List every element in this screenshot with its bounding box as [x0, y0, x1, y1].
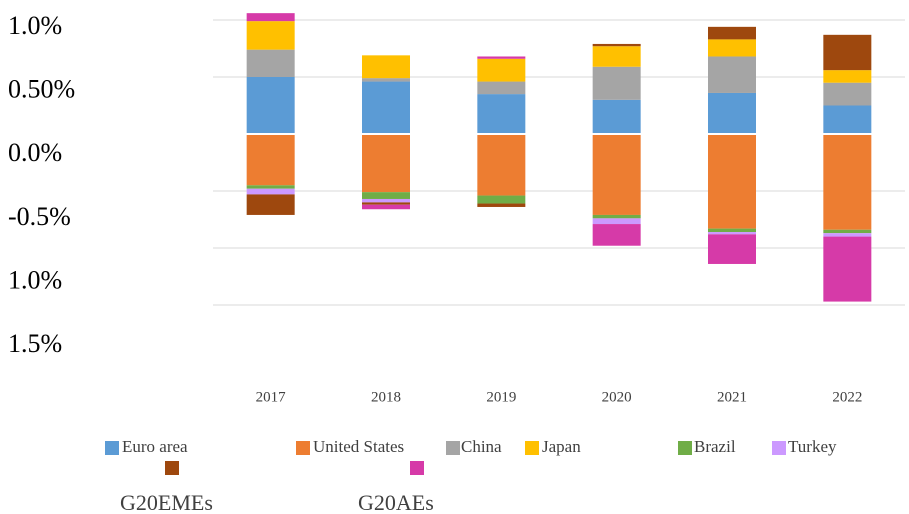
bar-segment: [592, 134, 641, 215]
legend-label: Brazil: [694, 437, 736, 456]
legend-swatch: [772, 441, 786, 455]
x-tick-label: 2017: [256, 389, 287, 405]
bar-segment: [592, 66, 641, 100]
bar-segment: [823, 134, 872, 230]
bar-segment: [362, 204, 410, 210]
legend-label: Turkey: [788, 437, 837, 456]
x-tick-label: 2022: [832, 389, 862, 405]
bar-segment: [246, 194, 295, 215]
bar-segment: [708, 92, 756, 134]
x-tick-label: 2020: [602, 389, 632, 405]
bar-segment: [823, 82, 872, 106]
bar-segment: [362, 55, 410, 79]
x-tick-label: 2018: [371, 389, 401, 405]
bar-segment: [362, 202, 410, 205]
bar-segment: [592, 43, 641, 47]
legend-label: United States: [313, 437, 404, 456]
legend-label: Euro area: [122, 437, 188, 456]
bar-segment: [592, 214, 641, 219]
bar-segment: [823, 105, 872, 134]
bar-segment: [362, 78, 410, 82]
bar-segment: [708, 232, 756, 235]
bar-segment: [592, 224, 641, 246]
bar-segment: [362, 81, 410, 134]
bar-segment: [246, 134, 295, 186]
bar-segment: [246, 185, 295, 189]
bar-segment: [246, 49, 295, 77]
legend-label: G20AEs: [358, 490, 434, 514]
y-tick-label: 1.5%: [8, 329, 62, 358]
y-tick-label: 1.0%: [8, 265, 62, 294]
bar-segment: [477, 195, 526, 204]
bar-segment: [708, 134, 756, 229]
bar-segment: [592, 218, 641, 225]
legend-swatch: [296, 441, 310, 455]
bar-segment: [362, 192, 410, 199]
legend-swatch: [525, 441, 539, 455]
bar-segment: [592, 46, 641, 67]
legend-swatch: [446, 441, 460, 455]
bar-segment: [477, 58, 526, 82]
bar-segment: [477, 81, 526, 95]
bar-segment: [246, 21, 295, 50]
legend-swatch: [410, 461, 424, 475]
bar-segment: [708, 56, 756, 93]
legend-swatch: [105, 441, 119, 455]
bar-segment: [246, 13, 295, 22]
bar-segment: [823, 236, 872, 302]
x-tick-label: 2021: [717, 389, 747, 405]
bar-segment: [823, 233, 872, 237]
bar-segment: [362, 134, 410, 193]
bar-segment: [246, 188, 295, 195]
bar-segment: [823, 70, 872, 83]
bar-segment: [246, 77, 295, 134]
y-tick-label: 1.0%: [8, 11, 62, 40]
legend-label: G20EMEs: [120, 490, 213, 514]
y-tick-label: -0.5%: [8, 202, 71, 231]
bar-segment: [477, 134, 526, 196]
bar-segment: [708, 39, 756, 57]
bar-segment: [823, 229, 872, 234]
bar-segment: [823, 34, 872, 71]
bar-segment: [477, 56, 526, 59]
bar-segment: [362, 198, 410, 203]
legend-label: Japan: [542, 437, 581, 456]
legend-swatch: [678, 441, 692, 455]
bar-segment: [592, 99, 641, 134]
bar-segment: [477, 203, 526, 207]
bar-segment: [708, 234, 756, 264]
bar-segment: [477, 94, 526, 134]
legend-swatch: [165, 461, 179, 475]
y-tick-label: 0.0%: [8, 138, 62, 167]
bar-segment: [708, 228, 756, 233]
legend-label: China: [461, 437, 502, 456]
bar-segment: [708, 26, 756, 40]
y-tick-label: 0.50%: [8, 75, 75, 104]
x-tick-label: 2019: [486, 389, 516, 405]
